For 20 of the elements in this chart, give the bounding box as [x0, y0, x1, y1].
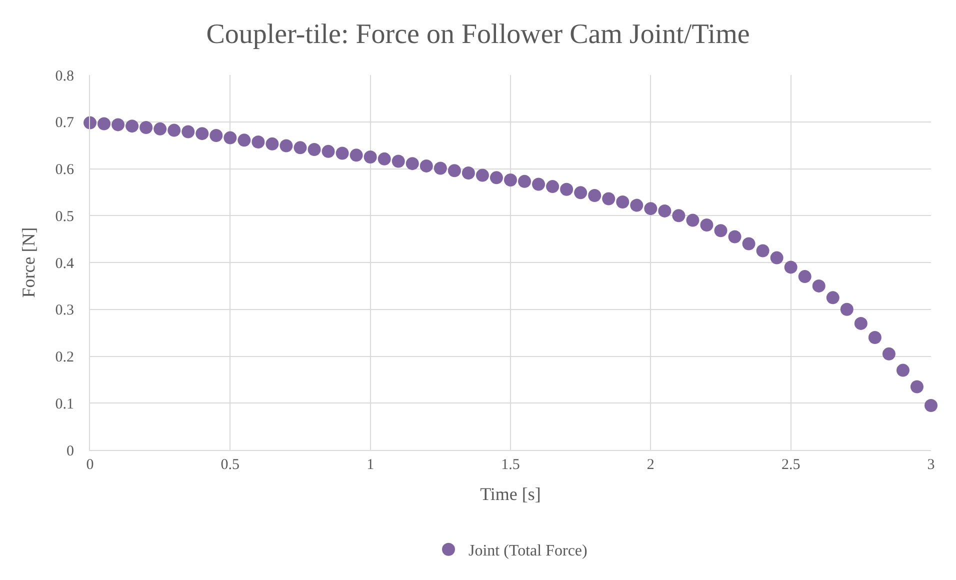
x-tick-label: 2.5 — [781, 457, 800, 473]
y-tick-label: 0.4 — [55, 256, 74, 272]
x-tick-label: 1 — [366, 457, 374, 473]
x-tick-label: 0 — [86, 457, 94, 473]
y-tick-label: 0.1 — [55, 396, 74, 412]
y-tick-label: 0.5 — [55, 208, 74, 225]
legend-label: Joint (Total Force) — [468, 542, 588, 560]
x-tick-label: 0.5 — [220, 457, 240, 473]
x-tick-label: 2 — [646, 457, 654, 473]
y-tick-label: 0.3 — [55, 302, 74, 319]
y-tick-label: 0.8 — [55, 68, 74, 84]
x-axis-title: Time [s] — [480, 484, 541, 504]
y-tick-label: 0.2 — [55, 350, 74, 366]
chart-title: Coupler-tile: Force on Follower Cam Joint/Time — [206, 18, 750, 50]
y-axis-title: Force [N] — [18, 227, 38, 298]
y-tick-label: 0.6 — [55, 162, 74, 178]
x-tick-label: 1.5 — [501, 457, 520, 473]
y-tick-label: 0.7 — [55, 115, 74, 132]
x-tick-label: 3 — [927, 457, 935, 473]
y-tick-label: 0 — [66, 443, 74, 460]
